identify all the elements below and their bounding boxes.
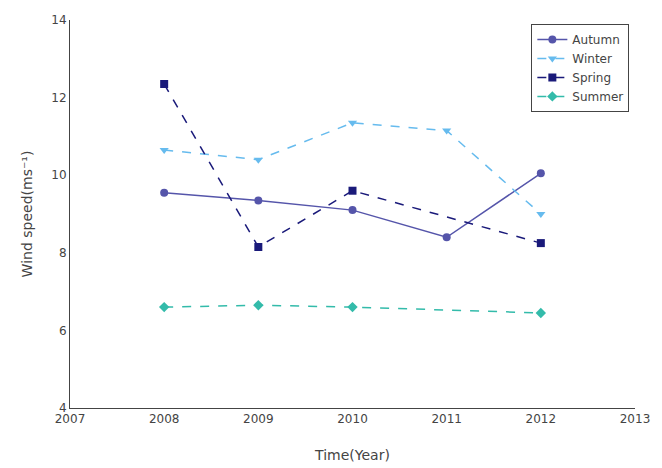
svg-text:10: 10 [51,168,66,182]
svg-text:2010: 2010 [337,412,368,426]
svg-text:8: 8 [59,246,67,260]
svg-text:2008: 2008 [149,412,180,426]
svg-text:Wind speed(ms⁻¹): Wind speed(ms⁻¹) [19,151,35,278]
svg-text:2011: 2011 [431,412,462,426]
svg-text:6: 6 [59,324,67,338]
svg-text:2007: 2007 [55,412,86,426]
svg-text:Winter: Winter [572,52,612,66]
svg-text:4: 4 [59,401,67,415]
svg-text:Autumn: Autumn [572,33,619,47]
svg-text:Spring: Spring [572,71,611,85]
svg-text:14: 14 [51,13,66,27]
svg-text:2013: 2013 [620,412,651,426]
svg-text:Summer: Summer [572,90,623,104]
svg-text:2012: 2012 [526,412,557,426]
svg-text:12: 12 [51,91,66,105]
svg-text:Time(Year): Time(Year) [314,447,390,463]
svg-text:2009: 2009 [243,412,274,426]
